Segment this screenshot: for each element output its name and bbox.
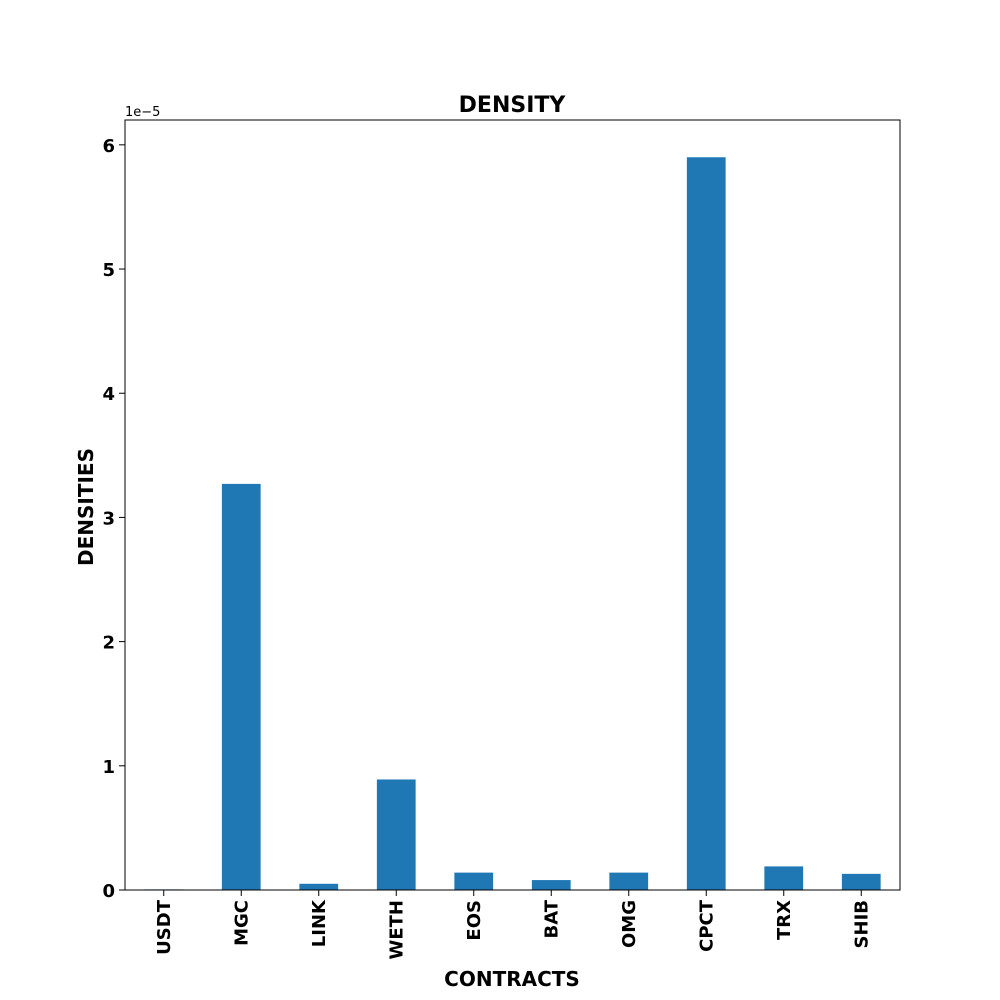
x-tick-label-usdt: USDT — [154, 899, 175, 955]
x-tick-label-trx: TRX — [774, 900, 795, 940]
bar-omg — [609, 872, 649, 890]
bar-cpct — [686, 157, 726, 891]
x-tick-label-bat: BAT — [541, 899, 562, 938]
y-tick-label: 0 — [102, 881, 115, 902]
y-axis-offset-label: 1e−5 — [125, 105, 160, 120]
bar-mgc — [221, 483, 261, 890]
plot-frame — [124, 119, 901, 891]
y-tick-label: 2 — [102, 633, 115, 654]
bar-bat — [531, 880, 571, 890]
x-tick-label-eos: EOS — [464, 900, 485, 941]
y-tick-label: 1 — [102, 757, 115, 778]
x-tick-label-cpct: CPCT — [696, 899, 717, 952]
y-tick-label: 4 — [102, 384, 115, 405]
x-axis-label: CONTRACTS — [444, 967, 580, 991]
y-tick-label: 3 — [102, 508, 115, 529]
x-tick-label-mgc: MGC — [231, 900, 252, 946]
bar-trx — [764, 866, 804, 890]
x-tick-label-weth: WETH — [386, 900, 407, 960]
y-axis-label: DENSITIES — [74, 448, 98, 566]
x-tick-label-omg: OMG — [619, 900, 640, 948]
y-axis: 0 1 2 3 4 5 6 — [102, 136, 125, 902]
chart-title: DENSITY — [459, 93, 567, 118]
x-axis: USDT MGC LINK WETH EOS BAT OMG CPCT TRX SHIB — [154, 890, 872, 960]
bar-eos — [454, 872, 494, 890]
y-tick-label: 6 — [102, 136, 115, 157]
x-tick-label-shib: SHIB — [851, 900, 872, 948]
y-tick-label: 5 — [102, 260, 115, 281]
bar-shib — [841, 873, 881, 890]
bar-link — [299, 883, 339, 890]
bars-group — [144, 157, 881, 891]
bar-weth — [376, 779, 416, 890]
x-tick-label-link: LINK — [309, 899, 330, 947]
